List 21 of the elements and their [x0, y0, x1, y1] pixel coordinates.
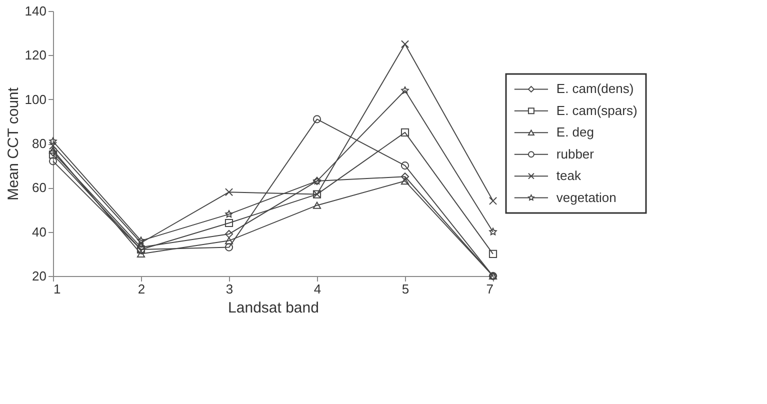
y-tick-label: 80 [32, 136, 46, 151]
legend-label: E. cam(dens) [556, 81, 634, 96]
legend-label: E. deg [556, 124, 594, 140]
y-axis-title: Mean CCT count [4, 86, 22, 201]
x-tick-label: 5 [402, 282, 410, 296]
x-tick-label: 4 [314, 282, 322, 296]
legend-label: vegetation [556, 190, 616, 205]
y-tick-label: 20 [32, 268, 46, 284]
legend-label: rubber [556, 146, 595, 162]
x-tick-label: 1 [54, 282, 61, 296]
x-tick-label: 3 [226, 282, 234, 296]
y-tick-label: 140 [24, 4, 46, 18]
legend-label: E. cam(spars) [556, 102, 638, 118]
y-tick-label: 60 [32, 180, 46, 196]
legend-label: teak [556, 168, 582, 184]
x-axis-title: Landsat band [228, 300, 319, 316]
y-tick-label: 100 [24, 92, 46, 107]
y-tick-label: 120 [24, 48, 46, 63]
y-tick-label: 40 [32, 224, 46, 240]
x-tick-label: 2 [138, 282, 146, 296]
x-tick-label: 7 [486, 282, 494, 296]
